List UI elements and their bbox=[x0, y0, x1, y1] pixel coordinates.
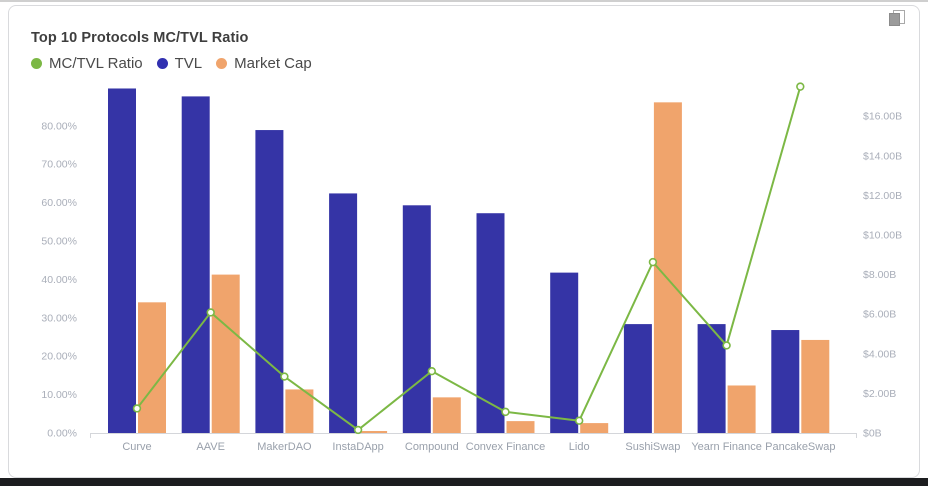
y-axis-label-left: 80.00% bbox=[41, 120, 77, 132]
tvl-bar-lido[interactable] bbox=[550, 272, 579, 433]
y-axis-label-right: $6.00B bbox=[863, 309, 896, 321]
chart-legend: MC/TVL Ratio TVL Market Cap bbox=[31, 55, 312, 72]
market-cap-bar-pancakeswap[interactable] bbox=[801, 339, 830, 433]
mc-tvl-ratio-point-instadapp[interactable] bbox=[353, 425, 363, 435]
x-axis-label: SushiSwap bbox=[625, 441, 680, 453]
legend-dot bbox=[156, 58, 168, 69]
window-top-edge bbox=[0, 0, 928, 2]
legend-item-tvl[interactable]: TVL bbox=[156, 55, 203, 72]
mc-tvl-ratio-point-pancakeswap[interactable] bbox=[796, 82, 805, 91]
chart-title: Top 10 Protocols MC/TVL Ratio bbox=[31, 30, 249, 46]
mc-tvl-ratio-point-lido[interactable] bbox=[574, 416, 584, 425]
mc-tvl-ratio-point-makerdao[interactable] bbox=[280, 372, 289, 381]
market-cap-bar-curve[interactable] bbox=[138, 302, 166, 433]
x-axis-label: InstaDApp bbox=[332, 441, 383, 453]
legend-item-label: MC/TVL Ratio bbox=[49, 55, 143, 72]
legend-item-label: TVL bbox=[174, 55, 203, 72]
copy-icon[interactable] bbox=[889, 10, 905, 26]
x-axis-label: AAVE bbox=[196, 441, 225, 453]
y-axis-label-left: 50.00% bbox=[41, 236, 77, 248]
y-axis-label-left: 70.00% bbox=[41, 159, 77, 171]
x-axis-label: Yearn Finance bbox=[691, 441, 762, 453]
mc-tvl-ratio-point-curve[interactable] bbox=[132, 404, 142, 413]
legend-item-market-cap[interactable]: Market Cap bbox=[216, 55, 312, 72]
market-cap-bar-compound[interactable] bbox=[432, 397, 461, 433]
y-axis-label-right: $0B bbox=[863, 428, 882, 440]
y-axis-label-right: $12.00B bbox=[863, 190, 902, 202]
mc-tvl-ratio-point-sushiswap[interactable] bbox=[648, 257, 658, 267]
tvl-bar-convex-finance[interactable] bbox=[476, 213, 505, 433]
legend-dot bbox=[216, 58, 228, 69]
x-axis-label: Convex Finance bbox=[466, 441, 546, 453]
x-axis-label: Compound bbox=[405, 441, 459, 453]
y-axis-label-left: 20.00% bbox=[41, 351, 77, 363]
y-axis-label-right: $2.00B bbox=[863, 388, 896, 400]
tvl-bar-yearn-finance[interactable] bbox=[697, 324, 726, 433]
y-axis-label-left: 60.00% bbox=[41, 197, 77, 209]
mc-tvl-ratio-point-convex-finance[interactable] bbox=[501, 407, 510, 417]
bottom-bar bbox=[0, 478, 928, 486]
legend-item-mc-tvl-ratio[interactable]: MC/TVL Ratio bbox=[31, 55, 143, 72]
x-axis-label: Lido bbox=[569, 441, 590, 453]
copy-icon-front-square bbox=[889, 13, 900, 26]
market-cap-bar-instadapp[interactable] bbox=[359, 431, 388, 433]
y-axis-label-right: $10.00B bbox=[863, 230, 902, 242]
tvl-bar-sushiswap[interactable] bbox=[623, 324, 652, 433]
y-axis-label-left: 0.00% bbox=[47, 428, 77, 440]
tvl-bar-curve[interactable] bbox=[108, 88, 136, 433]
mc-tvl-ratio-line bbox=[136, 85, 802, 431]
y-axis-label-left: 10.00% bbox=[41, 389, 77, 401]
x-axis-label: PancakeSwap bbox=[765, 441, 835, 453]
y-axis-label-right: $14.00B bbox=[863, 150, 902, 162]
market-cap-bar-convex-finance[interactable] bbox=[506, 421, 535, 433]
tvl-bar-compound[interactable] bbox=[402, 205, 431, 433]
mc-tvl-ratio-point-yearn-finance[interactable] bbox=[722, 341, 731, 350]
legend-dot bbox=[31, 58, 42, 69]
y-axis-label-left: 40.00% bbox=[41, 274, 77, 286]
x-axis-label: MakerDAO bbox=[257, 441, 312, 453]
y-axis-label-right: $8.00B bbox=[863, 269, 896, 281]
tvl-bar-aave[interactable] bbox=[181, 96, 210, 434]
y-axis-label-right: $16.00B bbox=[863, 111, 902, 123]
market-cap-bar-lido[interactable] bbox=[580, 423, 609, 433]
y-axis-label-left: 30.00% bbox=[41, 312, 77, 324]
mc-tvl-ratio-point-compound[interactable] bbox=[427, 366, 436, 376]
market-cap-bar-aave[interactable] bbox=[211, 274, 240, 433]
market-cap-bar-makerdao[interactable] bbox=[285, 389, 314, 433]
tvl-bar-makerdao[interactable] bbox=[255, 130, 284, 433]
mc-tvl-ratio-point-aave[interactable] bbox=[206, 308, 215, 317]
x-axis-label: Curve bbox=[122, 441, 151, 453]
market-cap-bar-yearn-finance[interactable] bbox=[727, 385, 756, 433]
tvl-bar-pancakeswap[interactable] bbox=[771, 330, 800, 433]
y-axis-label-right: $4.00B bbox=[863, 348, 896, 360]
legend-item-label: Market Cap bbox=[234, 55, 312, 72]
tvl-bar-instadapp[interactable] bbox=[329, 193, 358, 433]
